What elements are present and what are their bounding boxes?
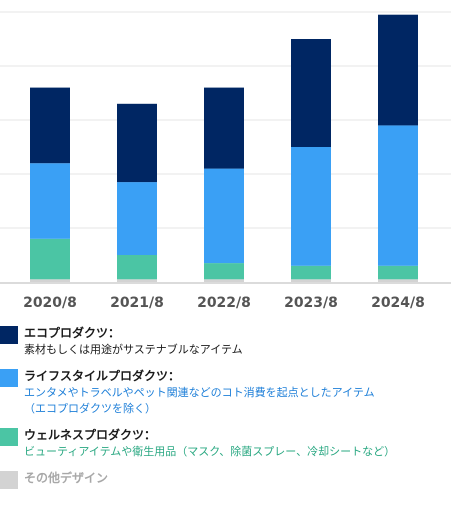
- legend-title-wellness: ウェルネスプロダクツ：: [24, 428, 157, 442]
- x-tick-label: 2023/8: [284, 295, 338, 311]
- bar-segment-2023-8-s0: [291, 279, 331, 282]
- x-tick-label: 2022/8: [197, 295, 251, 311]
- bar-segment-2023-8-s2: [291, 147, 331, 266]
- x-tick-label: 2021/8: [110, 295, 164, 311]
- legend-item-other: その他デザイン: [0, 469, 451, 489]
- bar-segment-2021-8-s1: [117, 255, 157, 280]
- legend-swatch-eco: [0, 326, 18, 344]
- bar-segment-2020-8-s1: [30, 238, 70, 280]
- x-tick-label: 2024/8: [371, 295, 425, 311]
- bar-segment-2024-8-s2: [378, 125, 418, 266]
- bar-segment-2024-8-s0: [378, 279, 418, 282]
- bar-segment-2023-8-s1: [291, 265, 331, 280]
- bar-segment-2024-8-s3: [378, 14, 418, 126]
- legend-desc-lifestyle-line2: （エコプロダクツを除く）: [24, 402, 156, 415]
- bar-segment-2022-8-s2: [204, 168, 244, 264]
- x-tick-label: 2020/8: [23, 295, 77, 311]
- legend-item-wellness: ウェルネスプロダクツ： ビューティアイテムや衛生用品（マスク、除菌スプレー、冷却…: [0, 426, 451, 460]
- bar-segment-2022-8-s1: [204, 263, 244, 280]
- bar-segment-2023-8-s3: [291, 39, 331, 147]
- legend-swatch-lifestyle: [0, 369, 18, 387]
- bar-segment-2021-8-s2: [117, 182, 157, 255]
- legend-swatch-wellness: [0, 428, 18, 446]
- x-axis-labels: 2020/8 2021/8 2022/8 2023/8 2024/8: [23, 295, 425, 311]
- bar-segment-2020-8-s2: [30, 163, 70, 239]
- bar-segment-2022-8-s3: [204, 87, 244, 169]
- legend-item-eco: エコプロダクツ： 素材もしくは用途がサステナブルなアイテム: [0, 324, 451, 358]
- bar-segment-2022-8-s0: [204, 279, 244, 282]
- bar-segment-2021-8-s0: [117, 279, 157, 282]
- legend-item-lifestyle: ライフスタイルプロダクツ： エンタメやトラベルやペット関連などのコト消費を起点と…: [0, 367, 451, 417]
- bars: [30, 14, 418, 282]
- bar-segment-2020-8-s3: [30, 87, 70, 164]
- legend-desc-eco: 素材もしくは用途がサステナブルなアイテム: [24, 343, 243, 356]
- legend-title-eco: エコプロダクツ：: [24, 326, 121, 340]
- stacked-bar-chart: 2020/8 2021/8 2022/8 2023/8 2024/8: [0, 11, 451, 311]
- bar-segment-2021-8-s3: [117, 103, 157, 183]
- bar-segment-2020-8-s0: [30, 279, 70, 282]
- legend: エコプロダクツ： 素材もしくは用途がサステナブルなアイテム ライフスタイルプロダ…: [0, 324, 451, 496]
- legend-desc-lifestyle-line1: エンタメやトラベルやペット関連などのコト消費を起点としたアイテム: [24, 386, 375, 399]
- legend-desc-wellness: ビューティアイテムや衛生用品（マスク、除菌スプレー、冷却シートなど）: [24, 445, 396, 458]
- legend-title-other: その他デザイン: [24, 471, 109, 485]
- bar-segment-2024-8-s1: [378, 265, 418, 280]
- legend-swatch-other: [0, 471, 18, 489]
- legend-title-lifestyle: ライフスタイルプロダクツ：: [24, 369, 181, 383]
